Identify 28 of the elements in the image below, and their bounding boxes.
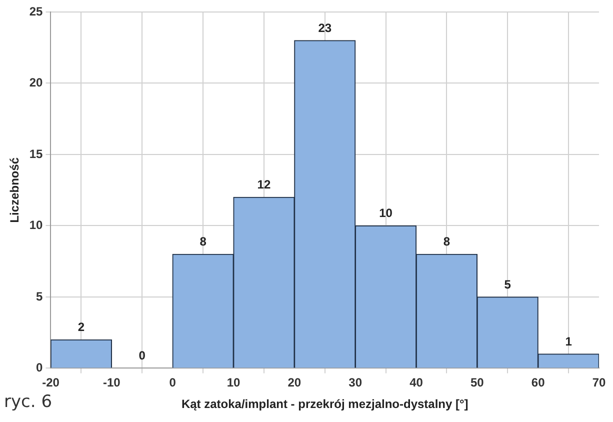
x-tick-label: 20 <box>288 376 302 390</box>
data-label: 1 <box>565 334 572 348</box>
x-tick-label: -10 <box>102 376 121 390</box>
x-tick-label: 10 <box>226 376 240 390</box>
y-tick-label: 5 <box>36 289 44 304</box>
x-tick-label: 50 <box>470 376 484 390</box>
x-axis-title: Kąt zatoka/implant - przekrój mezjalno-dystalny [°] <box>181 397 468 412</box>
x-tick-label: -20 <box>42 376 60 390</box>
data-label: 2 <box>78 320 85 334</box>
y-tick-label: 20 <box>29 76 44 90</box>
y-tick-label: 15 <box>29 146 44 161</box>
data-label: 12 <box>257 178 271 192</box>
x-tick-label: 70 <box>592 376 606 390</box>
x-tick-label: 30 <box>348 376 362 390</box>
text: ryc. 6 <box>4 392 52 412</box>
y-tick-label: 25 <box>29 4 44 18</box>
y-tick-label: 10 <box>29 218 44 232</box>
y-tick-label: 0 <box>36 360 44 375</box>
data-label: 8 <box>200 234 207 249</box>
x-tick-label: 40 <box>410 376 424 390</box>
data-label: 0 <box>138 348 146 363</box>
x-tick-label: 0 <box>169 376 176 390</box>
data-label: 10 <box>379 206 393 220</box>
data-label: 5 <box>504 277 512 292</box>
data-label: 8 <box>443 234 450 249</box>
data-label: 23 <box>318 20 332 35</box>
y-axis-title: Liczebność <box>8 157 22 223</box>
x-tick-label: 60 <box>531 376 546 390</box>
